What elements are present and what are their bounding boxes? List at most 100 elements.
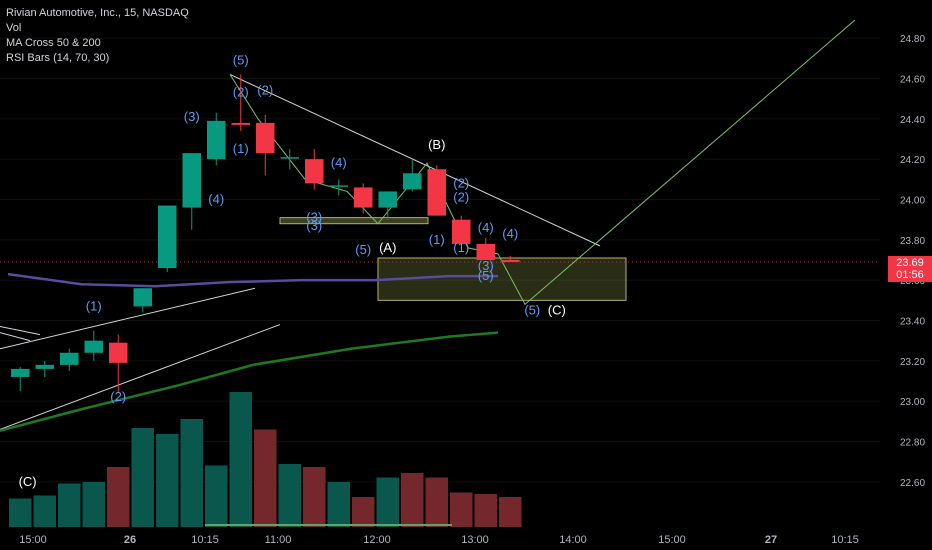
- candles: [11, 74, 520, 394]
- volume-bar: [9, 498, 32, 527]
- wave-label: (B): [428, 137, 445, 152]
- candle-body: [158, 205, 177, 269]
- wave-label: (5): [355, 242, 371, 257]
- legend-ma[interactable]: MA Cross 50 & 200: [6, 37, 101, 49]
- candle-body: [403, 173, 422, 190]
- candle-body: [501, 260, 520, 263]
- channel-line-top: [0, 287, 256, 350]
- wave-label: (2): [257, 83, 273, 98]
- candle-body: [84, 340, 103, 353]
- x-tick-label: 14:00: [559, 534, 587, 546]
- drawings: [0, 19, 880, 526]
- volume-bar: [474, 494, 497, 527]
- wave-label: (1): [453, 240, 469, 255]
- volume-bar: [450, 492, 473, 527]
- wave-label: (3): [478, 258, 494, 273]
- x-tick-label: 15:00: [658, 534, 686, 546]
- candle-body: [354, 187, 373, 208]
- volume-bar: [303, 467, 326, 527]
- volume-bar: [229, 392, 252, 527]
- candle-body: [11, 368, 30, 377]
- wave-label: (1): [233, 141, 249, 156]
- legend-title: Rivian Automotive, Inc., 15, NASDAQ: [6, 7, 189, 19]
- trend-line-upper: [229, 74, 601, 247]
- candle-body: [231, 122, 250, 125]
- candle-body: [452, 219, 471, 244]
- axes: 24.8024.6024.4024.2024.0023.8023.6023.40…: [19, 34, 925, 546]
- volume-bar: [401, 473, 424, 527]
- x-tick-label: 12:00: [363, 534, 391, 546]
- x-tick-label: 10:15: [191, 534, 219, 546]
- y-tick-label: 24.00: [900, 196, 925, 207]
- legend-rsi[interactable]: RSI Bars (14, 70, 30): [6, 52, 110, 64]
- candle-body: [35, 364, 54, 369]
- y-tick-label: 24.40: [900, 115, 925, 126]
- legend-vol[interactable]: Vol: [6, 22, 22, 34]
- wave-label: (4): [502, 226, 518, 241]
- wave-label: (4): [478, 220, 494, 235]
- y-tick-label: 24.80: [900, 34, 925, 45]
- wave-label: (2): [110, 389, 126, 404]
- chart-legend: Rivian Automotive, Inc., 15, NASDAQ Vol …: [6, 6, 189, 66]
- volume-bar: [376, 477, 399, 527]
- volume-bar: [156, 434, 179, 527]
- y-tick-label: 23.40: [900, 317, 925, 328]
- wave-label: (C): [548, 302, 566, 317]
- candle-body: [133, 288, 152, 307]
- y-tick-label: 24.20: [900, 155, 925, 166]
- elliott-wave-path: [229, 19, 856, 306]
- y-tick-label: 23.20: [900, 357, 925, 368]
- wave-label: (3): [306, 210, 322, 225]
- y-tick-label: 22.60: [900, 478, 925, 489]
- x-tick-label: 15:00: [19, 534, 47, 546]
- volume-bar: [352, 497, 375, 527]
- x-tick-label: 10:15: [831, 534, 859, 546]
- wave-label: (3): [306, 218, 322, 233]
- support-zone: [279, 217, 429, 225]
- candle-body: [427, 169, 446, 216]
- wave-label: (5): [524, 302, 540, 317]
- candle-body: [207, 120, 226, 160]
- volume-bar: [82, 482, 105, 527]
- y-tick-label: 22.80: [900, 438, 925, 449]
- wave-label: (C): [19, 474, 37, 489]
- volume-bar: [33, 495, 56, 527]
- target-zone: [377, 257, 627, 301]
- volume-bar: [499, 497, 522, 527]
- wave-label: (3): [184, 109, 200, 124]
- volume-bar: [327, 482, 350, 527]
- current-price: 23.69: [896, 257, 924, 269]
- wave-label: (5): [233, 52, 249, 67]
- wave-label: (2): [453, 175, 469, 190]
- ma-fast-line: [7, 272, 498, 288]
- wave-label: (5): [478, 268, 494, 283]
- volume-bar: [107, 467, 130, 527]
- channel-line-stub: [0, 326, 41, 336]
- volume-bar: [180, 419, 203, 527]
- candle-body: [280, 157, 299, 159]
- candle-body: [329, 185, 348, 187]
- wave-label: (2): [233, 85, 249, 100]
- candle-body: [476, 243, 495, 260]
- y-tick-label: 23.80: [900, 236, 925, 247]
- x-tick-label: 26: [124, 534, 136, 546]
- volume-bars: [9, 392, 522, 527]
- volume-bar: [278, 464, 301, 527]
- y-tick-label: 24.60: [900, 75, 925, 86]
- wave-labels: (5)(2) (2)(3)(1)(4)(4)(3)(3)(5) (A)(B)(1)(…: [19, 52, 566, 488]
- candle-body: [256, 122, 275, 154]
- moving-averages: [0, 272, 499, 432]
- wave-label: (4): [208, 192, 224, 207]
- x-tick-label: 13:00: [461, 534, 489, 546]
- candle-body: [109, 342, 128, 363]
- volume-bar: [425, 477, 448, 527]
- volume-bar: [58, 483, 81, 527]
- x-tick-label: 27: [765, 534, 777, 546]
- bar-countdown: 01:56: [896, 269, 924, 281]
- channel-line-bottom: [0, 324, 281, 430]
- channel-line-stub: [0, 332, 31, 342]
- candle-body: [60, 352, 79, 365]
- candle-body: [305, 159, 324, 184]
- wave-label: (1): [429, 232, 445, 247]
